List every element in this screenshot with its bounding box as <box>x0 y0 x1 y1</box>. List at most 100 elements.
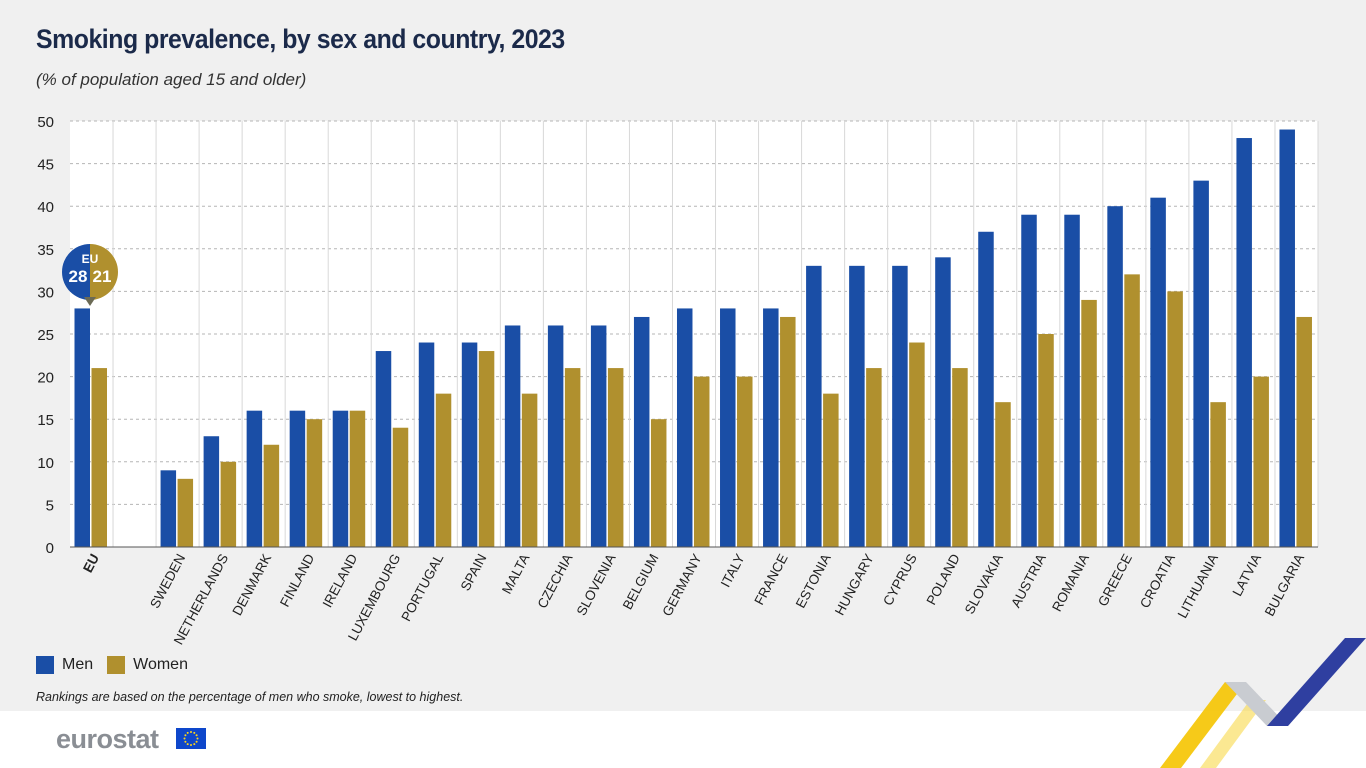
bar-men-austria <box>1021 214 1037 547</box>
bar-women-spain <box>478 351 495 547</box>
bar-women-hungary <box>866 368 882 547</box>
chart-subtitle: (% of population aged 15 and older) <box>36 70 307 89</box>
footnote: Rankings are based on the percentage of … <box>36 690 464 704</box>
bar-men-greece <box>1107 206 1123 547</box>
x-tick-label-spain: SPAIN <box>458 551 490 593</box>
eu-badge-label: EU <box>82 252 99 266</box>
legend-item-women[interactable]: Women <box>107 656 188 674</box>
bar-women-belgium <box>650 419 667 547</box>
x-tick-label-eu: EU <box>80 551 102 575</box>
eu-flag-icon <box>176 728 206 749</box>
eu-badge-pointer <box>84 297 96 306</box>
bar-women-france <box>780 316 796 547</box>
x-tick-label-latvia: LATVIA <box>1229 551 1264 598</box>
y-tick-label: 30 <box>37 284 54 301</box>
bar-men-luxembourg <box>375 351 392 547</box>
x-tick-label-slovenia: SLOVENIA <box>574 551 619 618</box>
bar-men-estonia <box>806 265 822 547</box>
bar-women-eu <box>91 368 107 547</box>
bar-men-croatia <box>1150 197 1166 547</box>
y-tick-label: 50 <box>37 114 54 131</box>
bar-men-cyprus <box>892 265 908 547</box>
bar-men-romania <box>1064 214 1080 547</box>
x-tick-label-croatia: CROATIA <box>1137 551 1178 610</box>
bar-women-lithuania <box>1210 402 1226 547</box>
legend-swatch-women <box>107 656 126 674</box>
bar-men-denmark <box>246 410 263 547</box>
bar-men-ireland <box>332 410 349 547</box>
y-tick-label: 0 <box>46 540 54 557</box>
bar-women-estonia <box>823 393 839 547</box>
bar-women-cyprus <box>909 342 925 547</box>
chart-title: Smoking prevalence, by sex and country, … <box>36 24 565 54</box>
bar-men-germany <box>676 308 693 547</box>
bar-men-slovenia <box>590 325 607 547</box>
bar-women-ireland <box>349 410 366 547</box>
x-tick-label-greece: GREECE <box>1095 551 1135 608</box>
bar-women-denmark <box>263 444 280 547</box>
bar-women-netherlands <box>220 461 237 547</box>
bar-men-france <box>763 308 779 547</box>
x-tick-label-ireland: IRELAND <box>320 551 361 610</box>
bar-men-finland <box>289 410 306 547</box>
bar-men-lithuania <box>1193 180 1209 547</box>
bar-women-slovenia <box>607 368 624 547</box>
bar-men-netherlands <box>203 436 220 547</box>
x-tick-label-denmark: DENMARK <box>229 551 274 618</box>
eu-badge-men-half <box>62 244 90 300</box>
bar-men-belgium <box>633 316 650 547</box>
y-tick-label: 25 <box>37 327 54 344</box>
x-tick-label-finland: FINLAND <box>277 551 317 609</box>
bar-women-poland <box>952 368 968 547</box>
bar-men-czechia <box>547 325 564 547</box>
bar-men-slovakia <box>978 231 994 547</box>
bar-men-hungary <box>849 265 865 547</box>
x-tick-label-austria: AUSTRIA <box>1008 551 1049 610</box>
x-tick-label-sweden: SWEDEN <box>147 551 188 610</box>
x-tick-label-estonia: ESTONIA <box>793 551 834 610</box>
bar-women-malta <box>521 393 538 547</box>
bar-women-slovakia <box>995 402 1011 547</box>
eurostat-logo[interactable]: eurostat <box>56 724 159 754</box>
x-tick-label-romania: ROMANIA <box>1049 551 1092 614</box>
legend-swatch-men <box>36 656 54 674</box>
x-tick-label-portugal: PORTUGAL <box>398 551 446 624</box>
x-tick-label-italy: ITALY <box>718 551 748 589</box>
y-tick-label: 5 <box>46 497 54 514</box>
bar-women-bulgaria <box>1296 316 1312 547</box>
legend-label-women: Women <box>133 656 188 673</box>
eu-badge-women-half <box>90 244 118 300</box>
x-tick-label-malta: MALTA <box>499 551 532 596</box>
x-tick-label-czechia: CZECHIA <box>534 551 575 610</box>
x-tick-label-belgium: BELGIUM <box>620 551 662 612</box>
bar-women-greece <box>1124 274 1140 547</box>
y-tick-label: 10 <box>37 455 54 472</box>
footer <box>0 711 1366 768</box>
legend-label-men: Men <box>62 656 94 673</box>
decorative-chevrons <box>1160 638 1366 768</box>
bar-men-portugal <box>418 342 435 547</box>
y-tick-label: 45 <box>37 157 54 174</box>
legend-item-men[interactable]: Men <box>36 656 93 674</box>
bar-men-malta <box>504 325 521 547</box>
eu-badge-women-value: 21 <box>93 267 112 286</box>
x-tick-label-poland: POLAND <box>924 551 963 607</box>
legend: Men Women <box>36 656 202 674</box>
x-tick-label-slovakia: SLOVAKIA <box>962 551 1006 616</box>
eu-badge-men-value: 28 <box>69 267 88 286</box>
x-tick-label-lithuania: LITHUANIA <box>1175 551 1221 620</box>
bar-men-latvia <box>1236 138 1252 548</box>
bar-women-austria <box>1038 334 1054 547</box>
bar-women-czechia <box>564 368 581 547</box>
bar-women-luxembourg <box>392 427 409 547</box>
y-tick-label: 40 <box>37 199 54 216</box>
y-tick-label: 15 <box>37 412 54 429</box>
bar-women-portugal <box>435 393 452 547</box>
x-tick-label-bulgaria: BULGARIA <box>1262 551 1307 618</box>
bar-men-sweden <box>160 470 177 547</box>
bar-men-bulgaria <box>1279 129 1295 547</box>
bar-men-poland <box>935 257 951 547</box>
y-tick-label: 20 <box>37 370 54 387</box>
x-tick-label-germany: GERMANY <box>659 551 704 618</box>
